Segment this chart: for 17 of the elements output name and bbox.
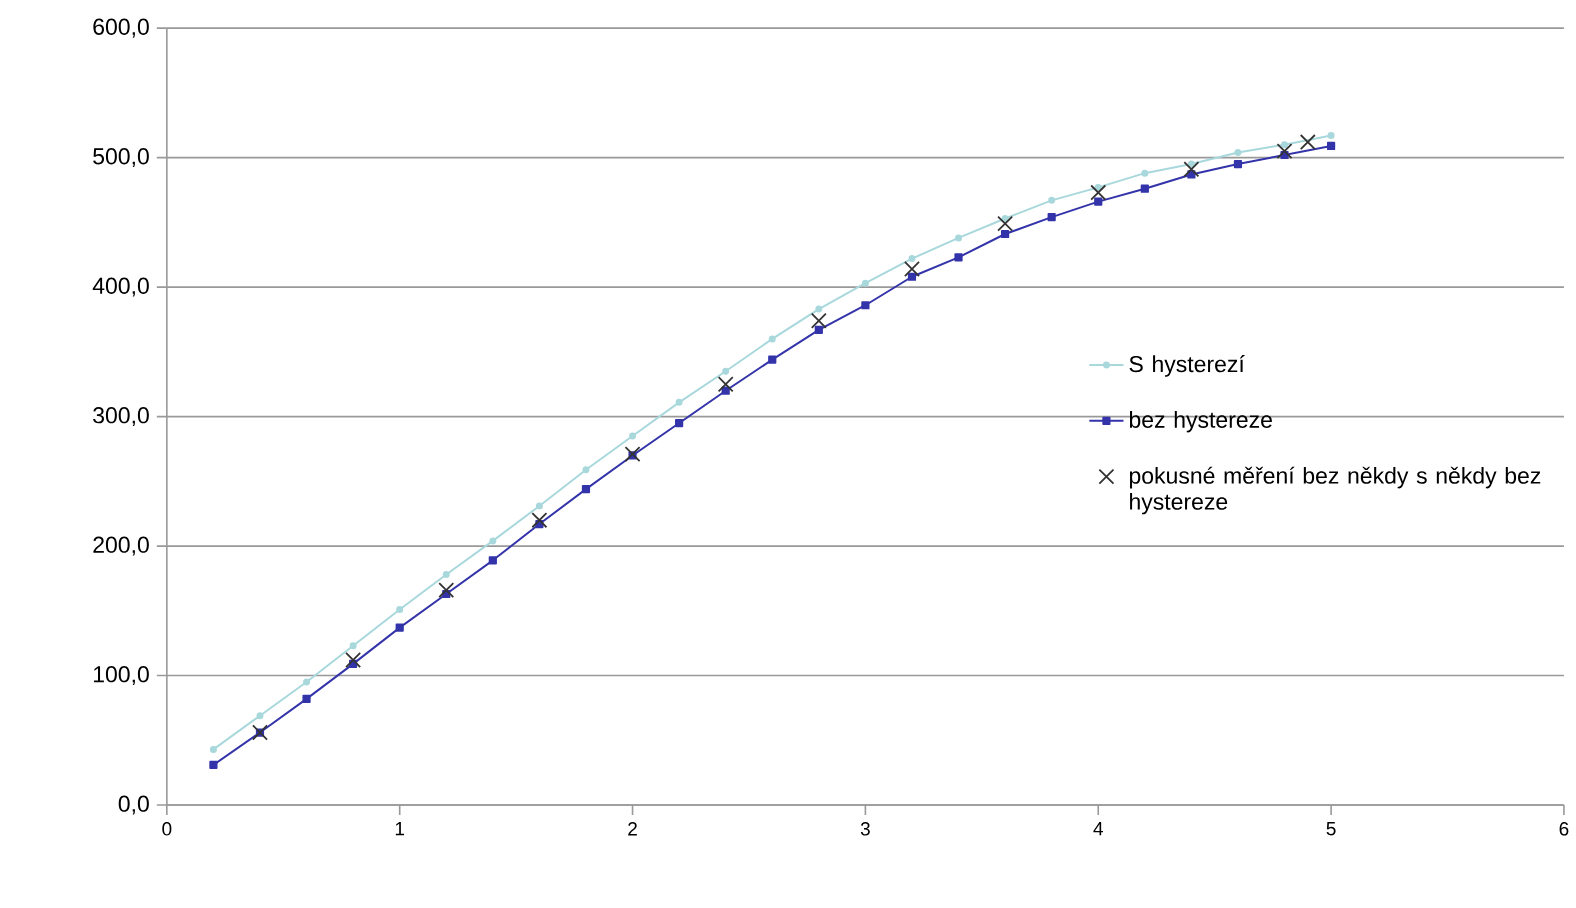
x-tick-label: 3 <box>860 822 870 836</box>
y-tick-label: 200,0 <box>93 536 149 556</box>
y-tick-label: 100,0 <box>93 666 149 686</box>
legend-label: bez hystereze <box>1129 411 1272 433</box>
y-tick-label: 600,0 <box>93 18 149 38</box>
x-tick-label: 0 <box>162 822 172 836</box>
y-tick-label: 0,0 <box>118 795 149 815</box>
legend-label: S hysterezí <box>1129 355 1245 377</box>
y-tick-label: 400,0 <box>92 277 149 297</box>
x-tick-label: 1 <box>395 822 405 836</box>
x-tick-label: 5 <box>1326 822 1336 836</box>
x-tick-label: 2 <box>628 822 637 836</box>
x-tick-label: 6 <box>1559 822 1569 836</box>
x-tick-label: 4 <box>1093 822 1103 836</box>
legend-label: pokusné měření bez někdy s někdy bez hystereze <box>1129 466 1541 515</box>
y-tick-label: 300,0 <box>93 407 149 427</box>
y-tick-label: 500,0 <box>93 148 149 168</box>
